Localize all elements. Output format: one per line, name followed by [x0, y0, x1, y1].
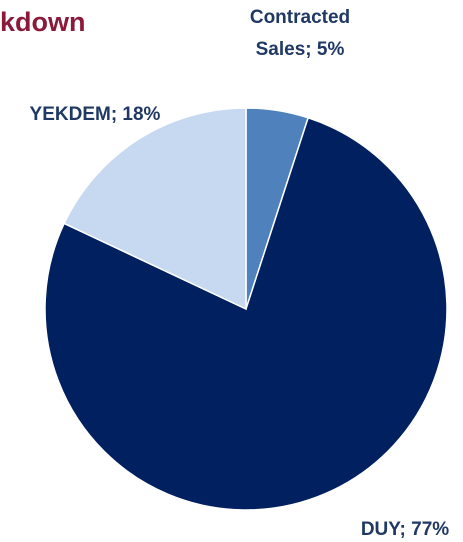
data-label: YEKDEM; 18%	[30, 104, 161, 125]
pie-slice	[63, 107, 247, 311]
chart-title: kdown	[0, 7, 86, 37]
label-line: Contracted	[250, 7, 350, 28]
pie-slice	[44, 116, 448, 511]
label-line: Sales; 5%	[256, 39, 345, 60]
data-label: Contracted Sales; 5%	[250, 7, 350, 60]
data-label: DUY; 77%	[361, 519, 449, 540]
